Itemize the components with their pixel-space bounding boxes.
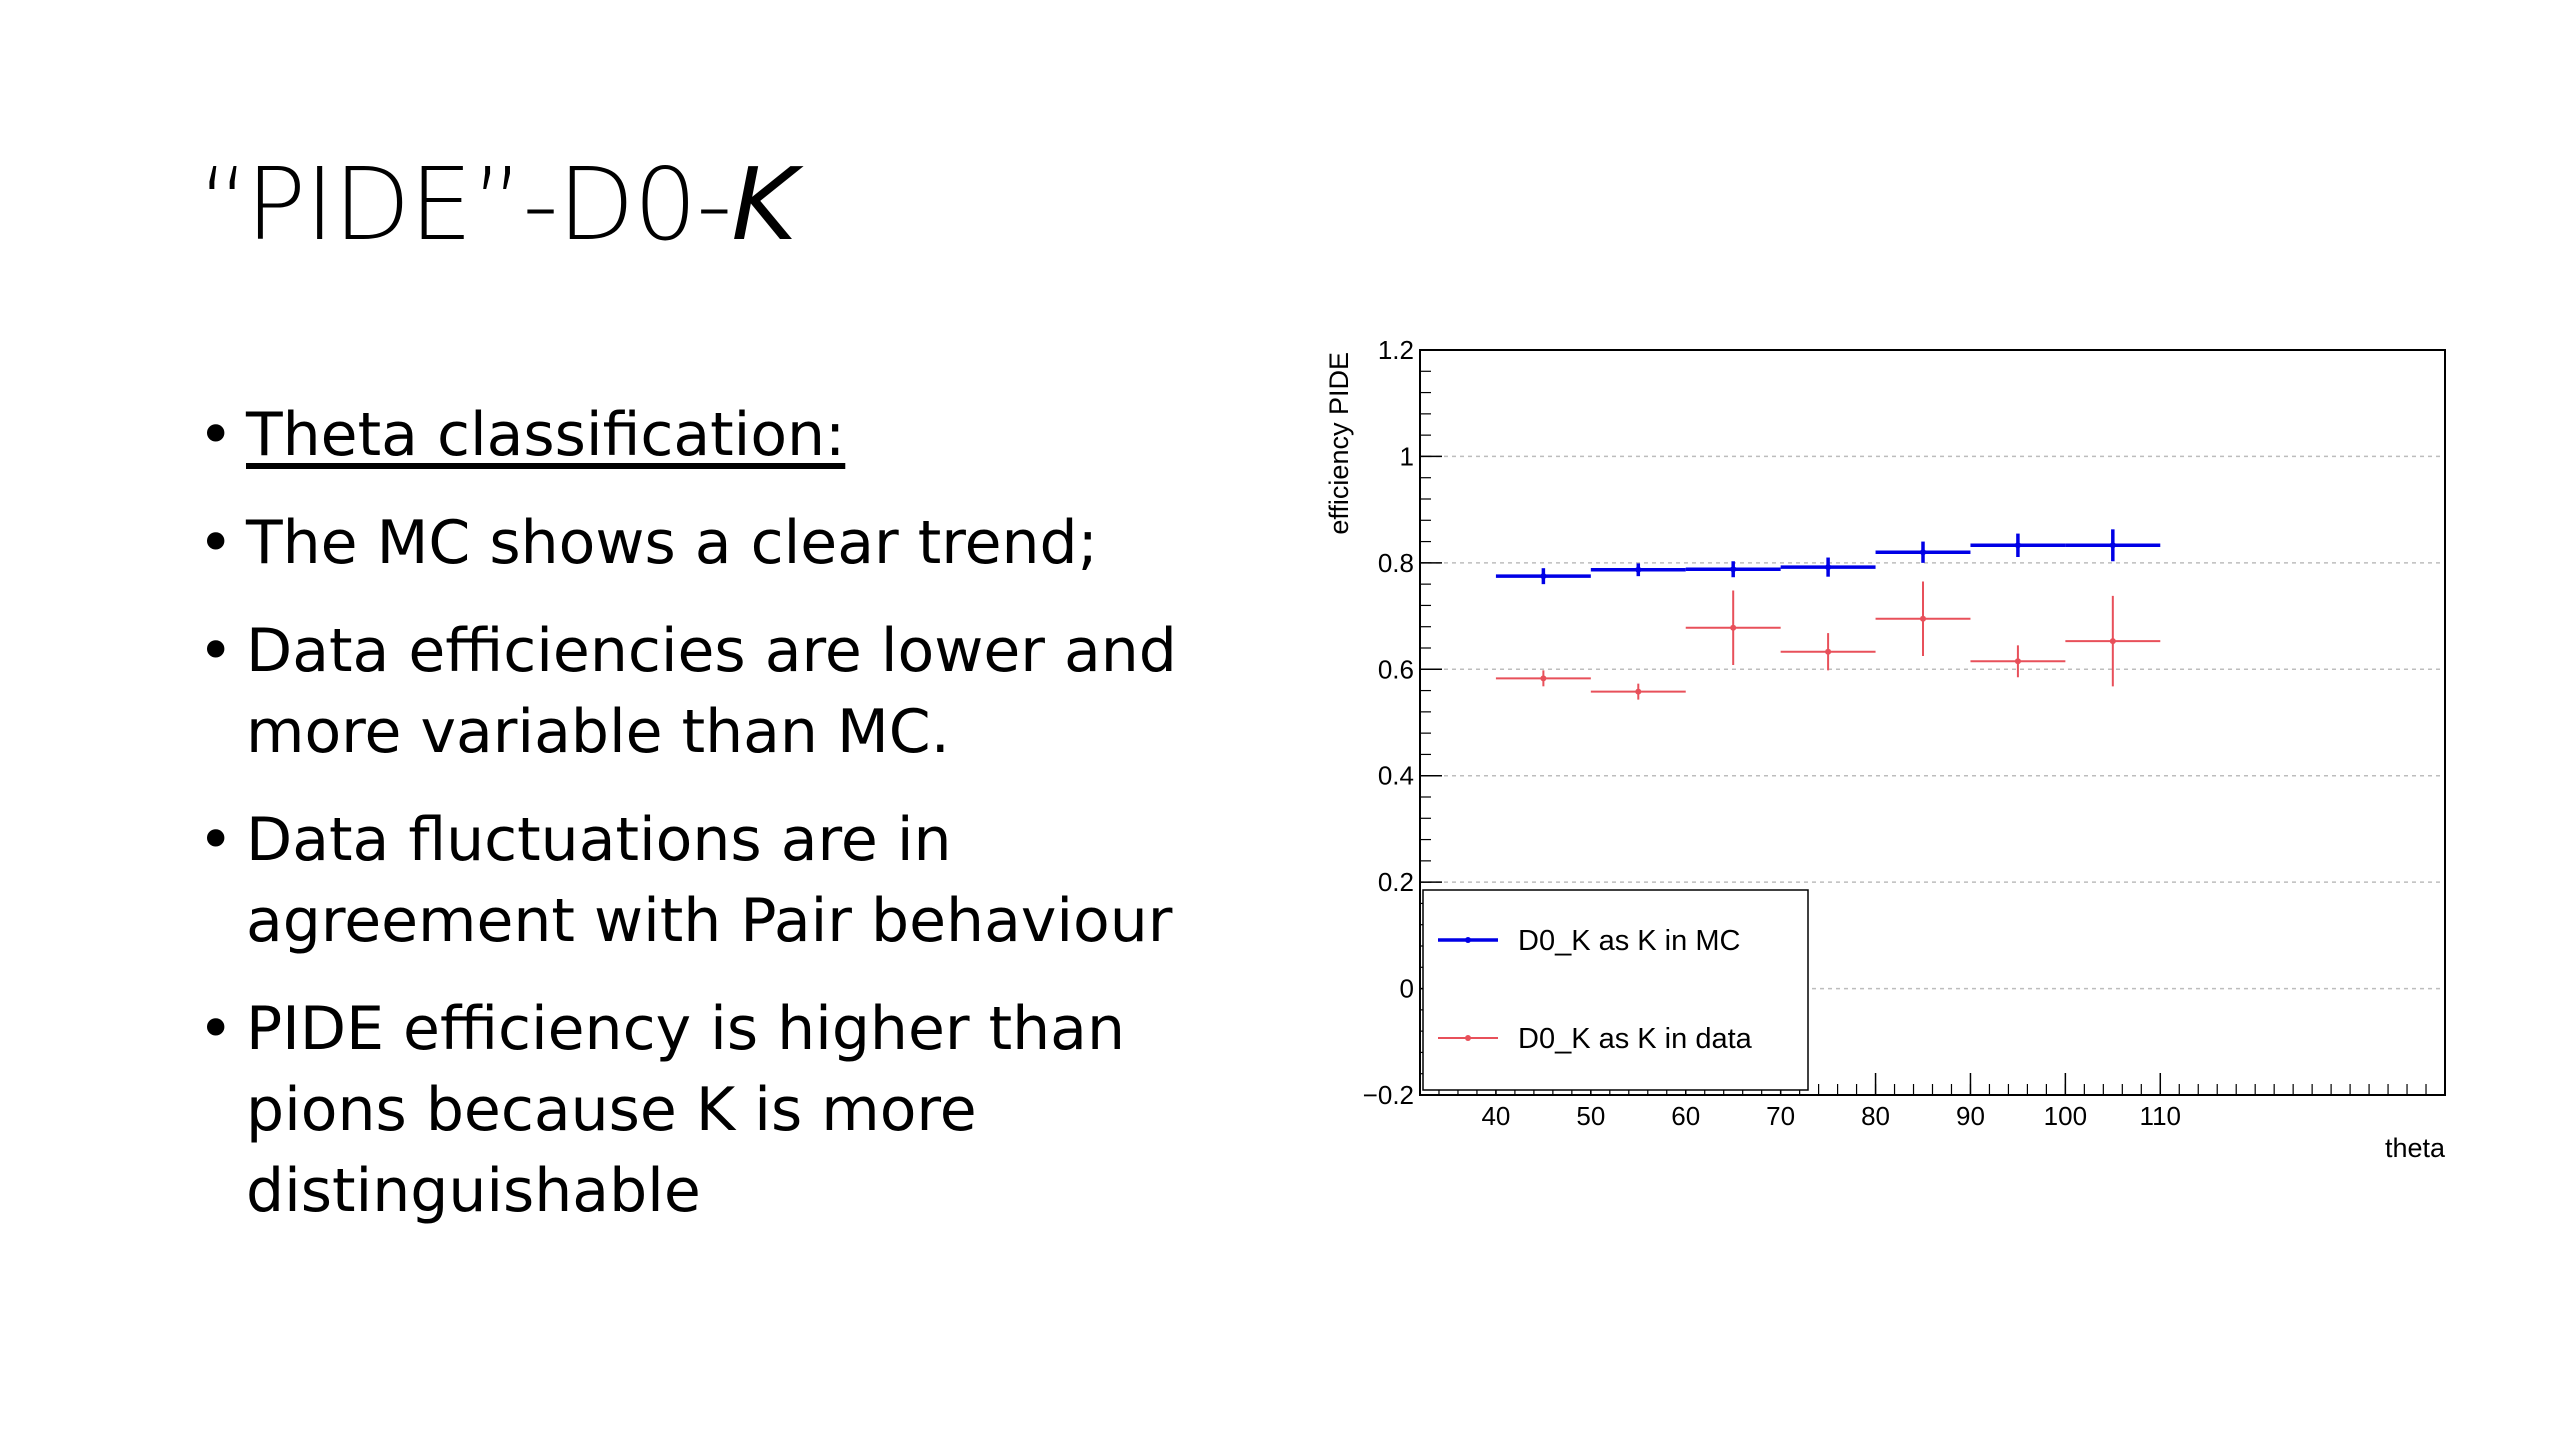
legend-marker bbox=[1465, 937, 1471, 943]
legend-box bbox=[1422, 889, 1809, 1091]
data-point bbox=[1540, 675, 1547, 682]
y-tick-label: 1.2 bbox=[1378, 335, 1414, 365]
x-tick-label: 90 bbox=[1956, 1101, 1985, 1131]
y-tick-label: 0.8 bbox=[1378, 548, 1414, 578]
x-tick-label: 50 bbox=[1576, 1101, 1605, 1131]
y-tick-label: 0.4 bbox=[1378, 761, 1414, 791]
bullet-text: The MC shows a clear trend; bbox=[246, 508, 1098, 578]
x-axis-label: theta bbox=[2385, 1133, 2446, 1163]
data-point bbox=[2109, 638, 2116, 645]
x-tick-label: 40 bbox=[1481, 1101, 1510, 1131]
bullet-item: Data fluctuations are in agreement with … bbox=[198, 800, 1238, 962]
x-tick-label: 70 bbox=[1766, 1101, 1795, 1131]
y-tick-label: 0.6 bbox=[1378, 654, 1414, 684]
bullet-text: PIDE efficiency is higher than pions bec… bbox=[246, 994, 1125, 1226]
x-tick-label: 100 bbox=[2044, 1101, 2087, 1131]
title-part-2: D0- bbox=[557, 146, 733, 263]
y-tick-label: 0.2 bbox=[1378, 867, 1414, 897]
y-axis-label: efficiency PIDE bbox=[1324, 352, 1354, 535]
data-point bbox=[2014, 542, 2021, 549]
data-point bbox=[1730, 624, 1737, 631]
y-tick-label: −0.2 bbox=[1363, 1080, 1414, 1110]
legend-marker bbox=[1465, 1035, 1471, 1041]
data-point bbox=[1920, 549, 1927, 556]
data-point bbox=[1825, 564, 1832, 571]
x-tick-label: 80 bbox=[1861, 1101, 1890, 1131]
data-point bbox=[1635, 566, 1642, 573]
bullet-text: Theta classification: bbox=[246, 400, 846, 470]
y-tick-label: 1 bbox=[1400, 441, 1414, 471]
data-point bbox=[1920, 615, 1927, 622]
bullet-item: PIDE efficiency is higher than pions bec… bbox=[198, 989, 1238, 1232]
bullet-list: Theta classification: The MC shows a cle… bbox=[198, 395, 1238, 1259]
x-tick-label: 110 bbox=[2140, 1101, 2181, 1131]
bullet-text: Data fluctuations are in agreement with … bbox=[246, 805, 1173, 956]
bullet-item: Theta classification: bbox=[198, 395, 1238, 476]
data-point bbox=[1635, 688, 1642, 695]
bullet-item: The MC shows a clear trend; bbox=[198, 503, 1238, 584]
data-point bbox=[1825, 648, 1832, 655]
data-point bbox=[1730, 566, 1737, 573]
efficiency-chart: −0.2 0 0.2 0.4 0.6 0.8 1 1.2 40 50 60 70 80 90 100 110 t… bbox=[1290, 325, 2480, 1185]
bullet-item: Data efficiencies are lower and more var… bbox=[198, 611, 1238, 773]
y-tick-label: 0 bbox=[1400, 974, 1414, 1004]
legend-label: D0_K as K in data bbox=[1518, 1023, 1753, 1055]
data-point bbox=[1540, 573, 1547, 580]
data-point bbox=[2109, 542, 2116, 549]
title-part-3: K bbox=[731, 146, 797, 263]
title-part-1: “PIDE”- bbox=[198, 146, 559, 263]
data-point bbox=[2014, 658, 2021, 665]
bullet-text: Data efficiencies are lower and more var… bbox=[246, 616, 1177, 767]
chart-svg: −0.2 0 0.2 0.4 0.6 0.8 1 1.2 40 50 60 70 80 90 100 110 t… bbox=[1324, 335, 2446, 1163]
legend-label: D0_K as K in MC bbox=[1518, 925, 1740, 957]
slide-title: “PIDE”-D0-K bbox=[198, 150, 797, 260]
x-tick-label: 60 bbox=[1671, 1101, 1700, 1131]
